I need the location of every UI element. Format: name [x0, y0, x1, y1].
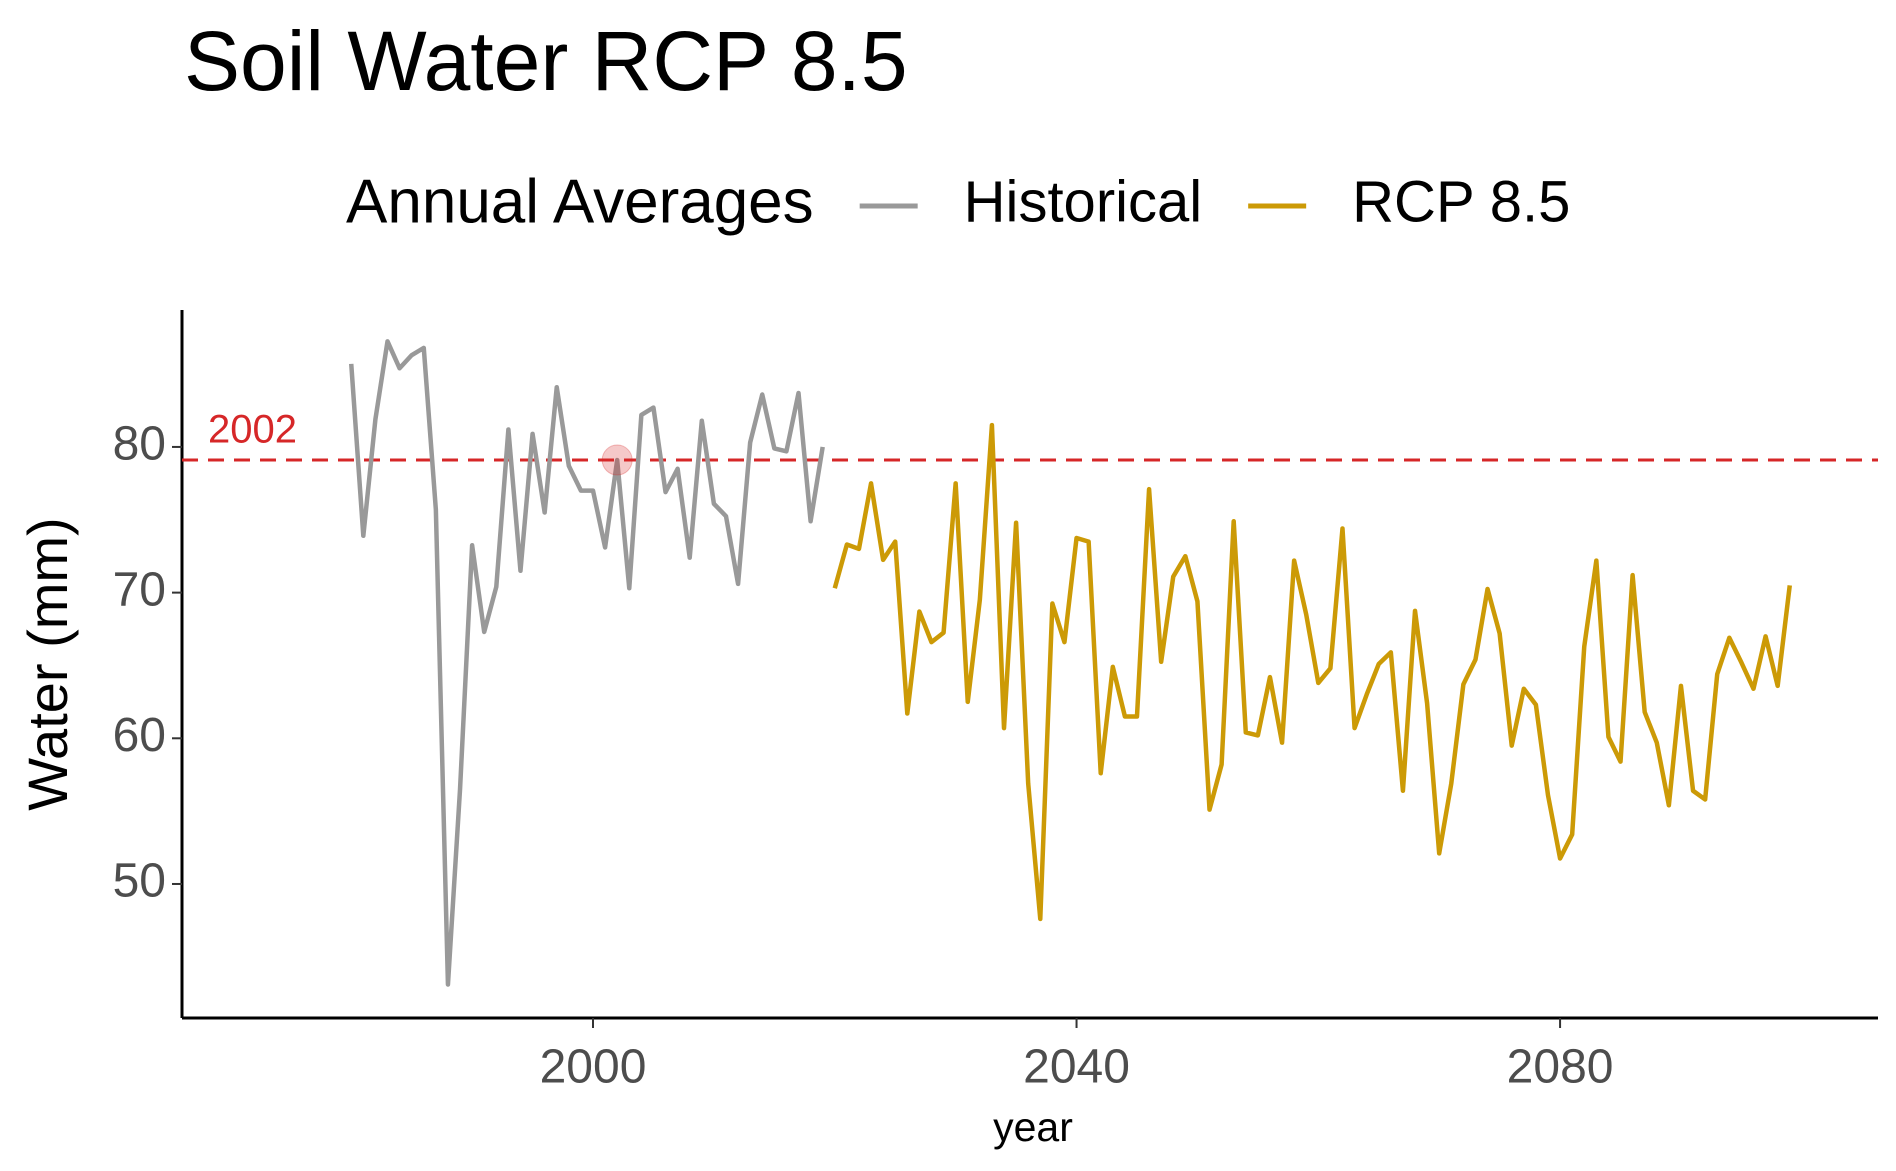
highlight-point — [601, 444, 633, 476]
y-tick-label: 60 — [113, 709, 166, 762]
legend-label: RCP 8.5 — [1352, 169, 1570, 234]
series-line — [348, 339, 825, 987]
y-tick-label: 80 — [113, 418, 166, 471]
legend-label: Historical — [964, 169, 1203, 234]
chart-title: Soil Water RCP 8.5 — [184, 14, 908, 108]
y-tick-label: 50 — [113, 855, 166, 908]
x-tick-label: 2080 — [1507, 1041, 1614, 1094]
y-axis-title: Water (mm) — [16, 517, 79, 810]
legend-title: Annual Averages — [346, 167, 814, 236]
x-tick-label: 2000 — [540, 1041, 647, 1094]
y-tick-label: 70 — [113, 563, 166, 616]
series-line — [832, 422, 1792, 922]
x-tick-label: 2040 — [1023, 1041, 1130, 1094]
reference-label: 2002 — [208, 408, 297, 452]
x-axis-title: year — [993, 1104, 1073, 1150]
